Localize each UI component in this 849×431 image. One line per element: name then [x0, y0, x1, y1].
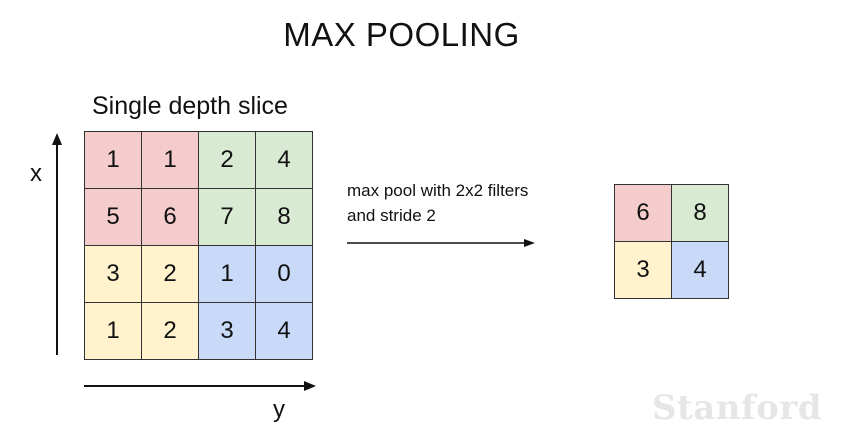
input-cell-2-1: 2 [142, 246, 199, 303]
operation-description: max pool with 2x2 filters and stride 2 [347, 178, 528, 228]
input-cell-1-2: 7 [199, 189, 256, 246]
input-cell-3-2: 3 [199, 303, 256, 360]
input-cell-3-3: 4 [256, 303, 313, 360]
pool-arrowhead [524, 239, 535, 247]
output-cell-0-1: 8 [672, 185, 729, 242]
description-line-1: max pool with 2x2 filters [347, 181, 529, 200]
input-cell-0-2: 2 [199, 132, 256, 189]
input-cell-2-2: 1 [199, 246, 256, 303]
input-cell-1-3: 8 [256, 189, 313, 246]
output-cell-1-1: 4 [672, 242, 729, 299]
input-cell-2-0: 3 [85, 246, 142, 303]
input-cell-1-1: 6 [142, 189, 199, 246]
slide-title: MAX POOLING [283, 16, 520, 53]
input-cell-1-0: 5 [85, 189, 142, 246]
input-cell-0-1: 1 [142, 132, 199, 189]
output-cell-1-0: 3 [615, 242, 672, 299]
input-cell-3-1: 2 [142, 303, 199, 360]
input-cell-3-0: 1 [85, 303, 142, 360]
x-axis-arrowhead [52, 133, 62, 145]
input-cell-2-3: 0 [256, 246, 313, 303]
input-cell-0-0: 1 [85, 132, 142, 189]
input-cell-0-3: 4 [256, 132, 313, 189]
x-axis-label: x [30, 160, 42, 187]
output-cell-0-0: 6 [615, 185, 672, 242]
subtitle: Single depth slice [92, 92, 288, 120]
y-axis-label: y [273, 396, 285, 423]
description-line-2: and stride 2 [347, 206, 436, 225]
stanford-watermark: Stanford [652, 388, 822, 428]
y-axis-arrowhead [304, 381, 316, 391]
